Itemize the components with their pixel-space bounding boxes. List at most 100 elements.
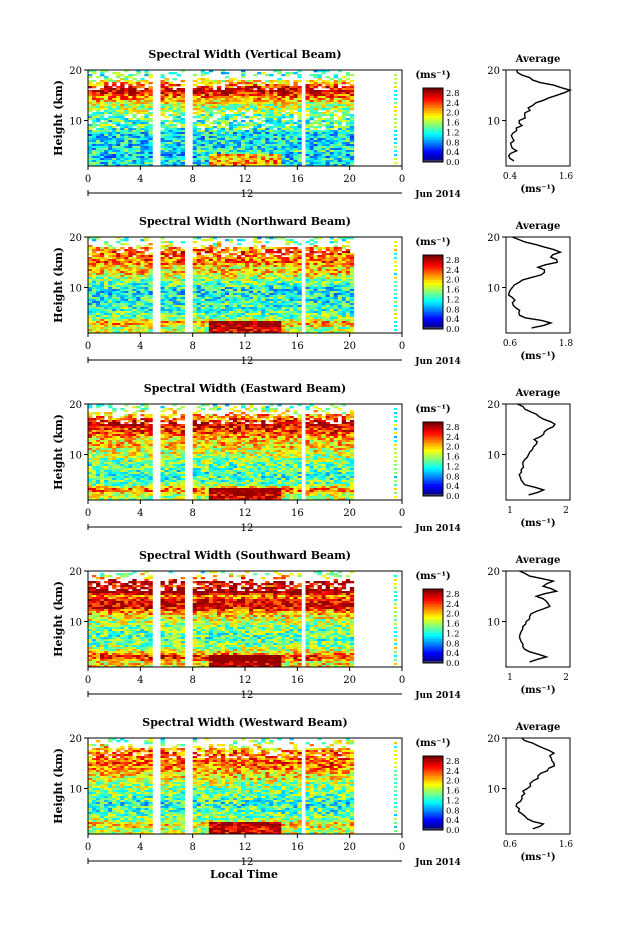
heatmap-cell — [144, 265, 149, 268]
heatmap-cell — [277, 283, 282, 286]
heatmap-cell — [281, 311, 286, 314]
heatmap-cell — [100, 299, 105, 302]
heatmap-cell — [88, 249, 93, 252]
heatmap-cell — [289, 295, 294, 298]
heatmap-cell — [136, 70, 141, 73]
heatmap-cell — [120, 140, 125, 143]
heatmap-cell — [164, 291, 169, 294]
heatmap-cell — [224, 160, 230, 163]
heatmap-cell — [261, 164, 266, 167]
heatmap-cell — [333, 291, 339, 294]
heatmap-cell — [317, 263, 322, 266]
heatmap-cell — [160, 136, 165, 139]
heatmap-cell — [104, 128, 109, 131]
heatmap-cell — [140, 317, 145, 320]
heatmap-cell — [333, 80, 339, 83]
heatmap-cell — [220, 291, 226, 294]
heatmap-cell — [261, 130, 266, 133]
heatmap-cell — [345, 303, 351, 306]
heatmap-cell — [164, 140, 169, 143]
heatmap-cell — [233, 259, 238, 262]
heatmap-cell — [329, 291, 334, 294]
heatmap-cell — [144, 313, 149, 316]
heatmap-cell — [140, 287, 145, 290]
heatmap-cell — [96, 158, 101, 161]
heatmap-cell — [341, 92, 347, 95]
heatmap-cell — [233, 313, 238, 316]
heatmap-cell — [337, 255, 343, 258]
heatmap-cell — [261, 257, 266, 260]
heatmap-cell — [277, 132, 282, 135]
heatmap-cell — [224, 164, 230, 167]
heatmap-cell — [237, 104, 242, 107]
heatmap-cell — [140, 267, 145, 270]
heatmap-cell — [285, 160, 290, 163]
heatmap-cell — [341, 118, 347, 121]
heatmap-cell — [120, 124, 125, 127]
heatmap-cell — [144, 245, 149, 248]
heatmap-cell — [289, 130, 294, 133]
heatmap-cell — [329, 297, 334, 300]
heatmap-cell — [277, 313, 282, 316]
heatmap-cell — [329, 269, 334, 272]
heatmap-cell — [285, 90, 290, 93]
heatmap-cell — [176, 114, 181, 117]
heatmap-cell — [325, 164, 330, 167]
heatmap-cell — [96, 323, 101, 326]
heatmap-cell — [245, 104, 250, 107]
heatmap-cell — [249, 102, 254, 105]
heatmap-cell — [265, 303, 270, 306]
heatmap-cell — [192, 104, 198, 107]
heatmap-cell — [321, 271, 326, 274]
heatmap-cell — [136, 277, 141, 280]
heatmap-cell — [269, 319, 274, 322]
heatmap-cell — [241, 132, 246, 135]
colorbar-swatch — [423, 137, 443, 141]
heatmap-cell — [345, 74, 351, 77]
heatmap-cell — [317, 70, 322, 73]
heatmap-cell — [88, 144, 93, 147]
heatmap-cell — [204, 323, 210, 326]
heatmap-cell — [305, 303, 310, 306]
heatmap-cell — [108, 144, 113, 147]
heatmap-cell — [168, 291, 173, 294]
heatmap-cell — [237, 255, 242, 258]
heatmap-cell — [144, 108, 149, 111]
heatmap-cell — [164, 138, 169, 141]
colorbar-tick-label: 1.2 — [446, 128, 460, 138]
average-unit: (ms⁻¹) — [520, 184, 555, 195]
heatmap-cell — [317, 303, 322, 306]
heatmap-cell — [176, 279, 181, 282]
heatmap-cell — [349, 275, 355, 278]
heatmap-cell — [313, 283, 318, 286]
heatmap-cell — [128, 261, 133, 264]
heatmap-cell — [108, 120, 113, 123]
heatmap-cell — [108, 261, 113, 264]
heatmap-cell — [200, 267, 206, 270]
heatmap-cell — [349, 291, 355, 294]
heatmap-cell — [180, 120, 185, 123]
heatmap-cell — [333, 96, 339, 99]
heatmap-cell — [220, 263, 226, 266]
heatmap-cell — [297, 319, 302, 322]
heatmap-cell — [329, 275, 334, 278]
heatmap-cell — [341, 261, 347, 264]
heatmap-cell — [172, 317, 177, 320]
heatmap-cell — [136, 289, 141, 292]
heatmap-cell — [196, 237, 202, 240]
heatmap-cell — [237, 279, 242, 282]
heatmap-cell — [285, 116, 290, 119]
heatmap-cell — [277, 72, 282, 75]
colorbar-unit: (ms⁻¹) — [415, 70, 450, 81]
heatmap-cell — [309, 134, 314, 137]
heatmap-cell — [100, 98, 105, 101]
heatmap-cell — [192, 275, 198, 278]
heatmap-cell — [337, 297, 343, 300]
heatmap-cell — [164, 323, 169, 326]
heatmap-cell — [281, 104, 286, 107]
heatmap-cell — [237, 263, 242, 266]
heatmap-cell — [140, 156, 145, 159]
heatmap-cell — [168, 100, 173, 103]
heatmap-cell — [337, 150, 343, 153]
heatmap-cell — [120, 116, 125, 119]
